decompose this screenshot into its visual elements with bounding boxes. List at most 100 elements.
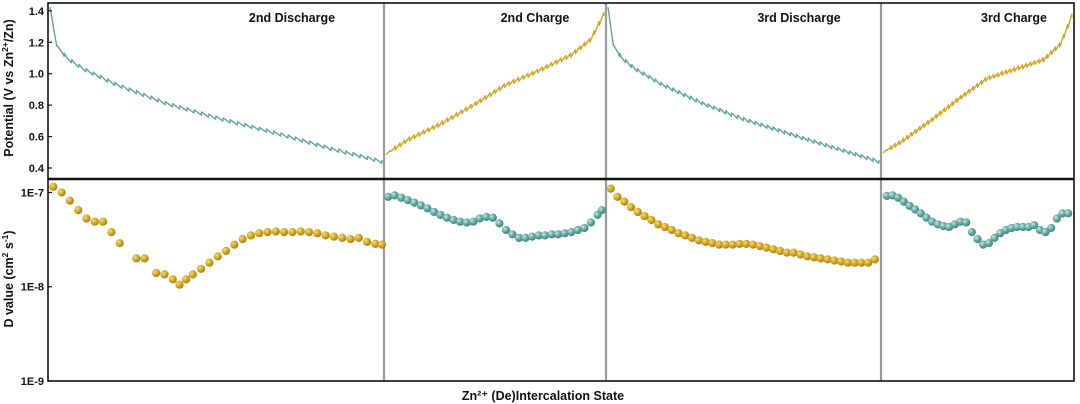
d-value-point-s1-4 [74,206,83,215]
d-value-point-s2-6 [416,201,425,210]
d-value-point-s3-27 [782,248,792,257]
panel-title-2nd-charge: 2nd Charge [501,11,570,25]
d-value-point-s4-19 [984,239,993,248]
d-value-point-s1-37 [354,233,363,242]
d-value-point-s3-33 [823,255,832,264]
plot-layer: 0.4 0.6 0.8 1.0 1.2 1.4 1E-9 1E-8 1E-7 [21,2,1075,388]
potential-curve-2 [385,11,605,155]
d-value-point-s1-25 [255,229,264,238]
top-y-tick-label-3: 0.8 [29,100,44,112]
x-axis-label: Zn²⁺ (De)Intercalation State [462,389,624,403]
d-value-point-s3-29 [796,250,805,259]
d-value-point-s3-19 [728,240,737,249]
d-value-point-s4-4 [899,197,908,206]
d-value-point-s2-11 [449,215,458,225]
d-value-point-s1-34 [329,232,338,241]
d-value-point-s4-30 [1047,223,1056,233]
top-ylabel-part-1: Potential (V vs Zn [2,52,16,157]
bottom-ylabel-part-3: ) [2,230,16,234]
d-value-point-s1-2 [57,188,66,197]
d-value-point-s4-24 [1013,222,1022,232]
d-value-point-s1-30 [296,227,305,236]
d-value-point-s3-17 [715,240,724,249]
d-value-point-s1-21 [221,246,231,255]
d-value-point-s3-38 [857,258,866,267]
d-value-point-s2-8 [429,207,439,217]
d-value-point-s3-4 [626,203,636,212]
d-value-point-s2-23 [528,232,537,241]
d-value-point-s4-31 [1052,214,1061,223]
d-value-point-s2-14 [469,217,478,226]
axis-labels-layer: Zn²⁺ (De)Intercalation State Potential (… [0,19,624,403]
d-value-point-s1-36 [346,235,355,244]
d-value-point-s2-27 [554,230,563,239]
d-value-point-s1-14 [168,275,177,284]
d-value-point-s2-1 [384,192,393,201]
d-value-point-s3-22 [748,240,758,249]
d-value-point-s1-20 [213,252,222,261]
potential-curve-1 [49,7,383,164]
d-value-point-s2-21 [514,233,524,242]
d-value-point-s2-2 [390,191,399,200]
d-value-point-s2-19 [501,225,510,235]
d-value-point-s2-34 [597,206,606,215]
d-value-point-s3-32 [816,254,825,263]
d-value-point-s1-1 [49,182,58,191]
d-value-point-s3-37 [850,258,859,267]
d-value-point-s3-11 [674,229,683,238]
d-value-point-s2-4 [403,196,412,205]
d-value-point-s2-15 [475,214,484,223]
d-value-point-s1-12 [152,268,161,278]
panel-title-3rd-discharge: 3rd Discharge [757,11,840,25]
d-value-point-s1-26 [263,228,272,237]
d-value-point-s1-32 [313,229,322,238]
d-value-point-s3-9 [660,222,670,232]
d-value-point-s3-28 [789,248,798,257]
d-value-point-s3-7 [647,215,656,225]
d-value-point-s3-12 [681,231,690,240]
d-value-point-s1-10 [132,254,141,263]
top-y-tick-label-6: 1.4 [29,6,45,18]
d-value-point-s1-29 [288,228,297,237]
d-value-point-s2-22 [521,233,530,242]
bottom-ylabel-superscript-2: -1 [0,234,10,242]
d-value-point-s3-1 [606,184,615,193]
d-value-point-s2-18 [495,219,504,228]
d-value-point-s4-20 [990,233,999,242]
top-y-tick-label-5: 1.2 [29,37,44,49]
d-value-point-s1-22 [230,240,239,249]
d-value-point-s3-20 [735,239,744,248]
potential-curve-3 [607,7,880,164]
d-value-point-s1-40 [377,240,387,249]
d-value-point-s2-25 [541,231,550,240]
d-value-point-s1-5 [82,214,91,223]
d-value-point-s1-33 [321,231,330,240]
d-value-point-s3-36 [843,258,852,267]
bottom-y-axis-label: D value (cm2 s-1) [0,230,16,327]
d-value-point-s2-16 [482,212,491,221]
d-value-point-s2-10 [442,213,452,222]
d-value-point-s1-11 [140,254,149,263]
d-value-point-s2-30 [573,225,582,235]
d-value-point-s3-31 [809,253,819,262]
d-value-point-s2-12 [456,217,465,226]
d-value-point-s2-29 [567,228,576,237]
bottom-ylabel-part-2: s [2,242,16,252]
d-value-point-s1-28 [280,228,289,237]
bottom-ylabel-superscript-1: 2 [0,252,10,257]
panel-title-3rd-charge: 3rd Charge [981,11,1047,25]
d-value-point-s3-15 [701,237,710,246]
d-value-point-s3-25 [769,245,778,254]
d-value-point-s2-7 [423,204,432,213]
d-value-point-s2-5 [410,198,419,207]
d-value-point-s3-35 [837,257,846,266]
panel-titles-layer: 2nd Discharge 2nd Charge 3rd Discharge 3… [249,11,1047,25]
d-value-point-s1-7 [99,217,108,226]
top-y-tick-label-4: 1.0 [29,69,44,81]
d-value-point-s2-9 [436,210,445,219]
bottom-y-tick-label-3: 1E-7 [21,187,44,199]
d-value-point-s2-32 [586,218,596,227]
d-value-point-s2-20 [508,230,517,239]
d-value-point-s1-6 [90,217,99,226]
d-value-point-s1-27 [271,227,280,236]
